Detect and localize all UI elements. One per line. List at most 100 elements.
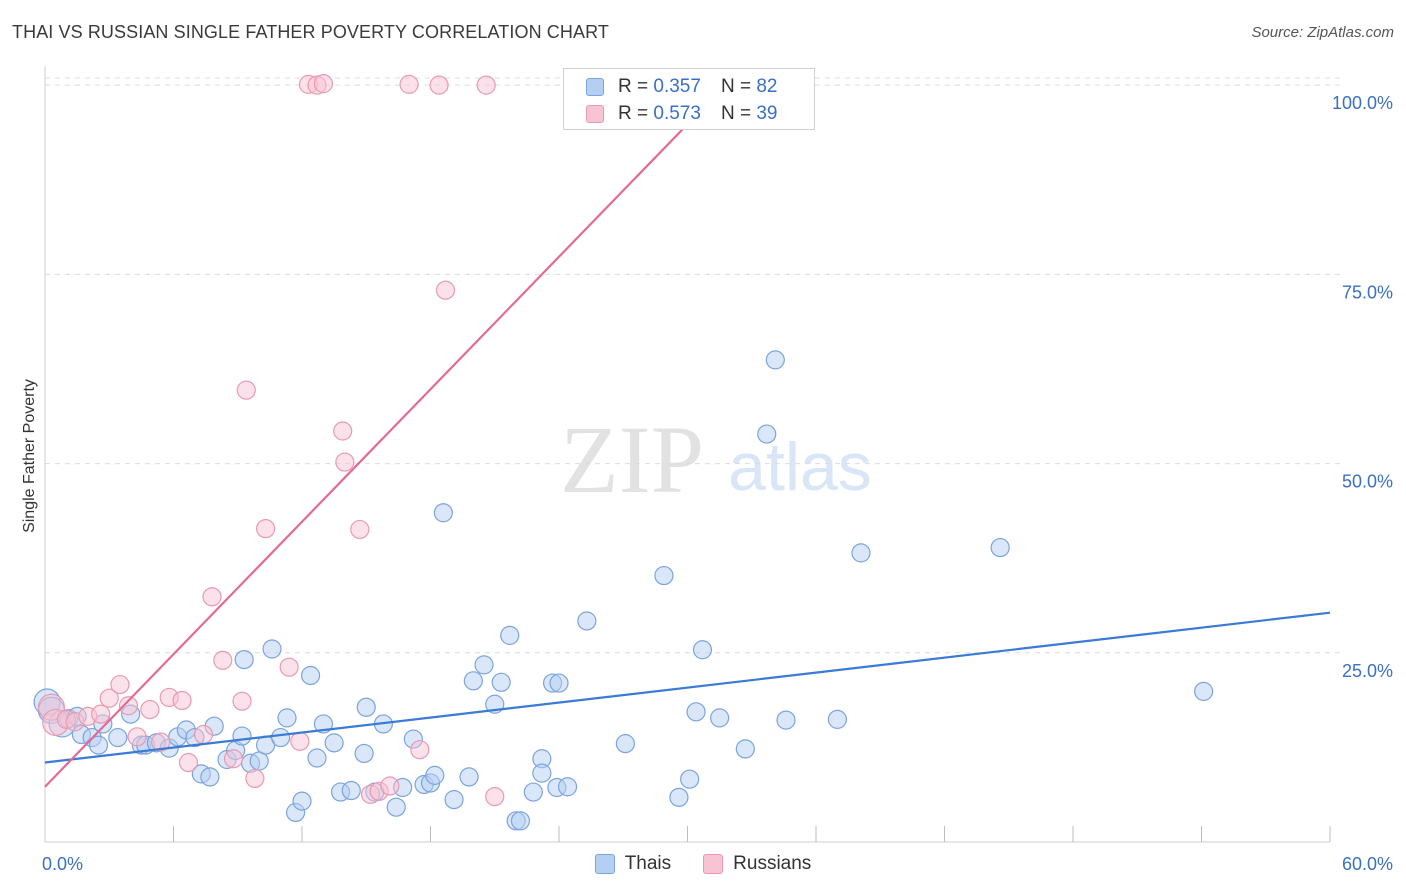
y-tick-label: 75.0% <box>1342 282 1393 302</box>
thais-point <box>386 797 406 817</box>
thais-point <box>757 424 777 444</box>
thais-trend-line <box>44 611 1331 764</box>
stats-row-thais: R = 0.357 N = 82 <box>586 75 777 99</box>
thais-point <box>557 777 578 797</box>
thais-point <box>710 708 730 728</box>
russians-point <box>118 696 139 716</box>
thais-point <box>776 710 796 730</box>
russians-point <box>127 727 147 747</box>
thais-point <box>491 672 511 692</box>
thais-point <box>270 727 291 748</box>
russians-points <box>37 74 505 807</box>
thais-legend-label: Thais <box>624 853 672 874</box>
russians-point <box>236 380 256 400</box>
russians-point <box>255 519 276 539</box>
n-value: 39 <box>756 103 778 124</box>
thais-point <box>356 697 376 717</box>
russians-point <box>213 650 233 670</box>
thais-points <box>33 350 1214 831</box>
legend-item-thais[interactable]: Thais <box>594 853 672 875</box>
thais-point <box>523 782 543 802</box>
thais-point <box>88 735 109 755</box>
thais-point <box>292 791 312 811</box>
russians-point <box>202 587 222 607</box>
thais-point <box>307 748 327 768</box>
tick-labels: 25.0% 50.0% 75.0% 100.0% 0.0% 60.0% <box>42 93 1393 874</box>
thais-point <box>341 780 361 801</box>
y-tick-label: 25.0% <box>1342 661 1393 681</box>
russians-point <box>99 688 119 708</box>
russians-point <box>410 740 430 760</box>
russians-swatch <box>586 105 604 123</box>
russians-point <box>429 75 449 95</box>
thais-point <box>500 625 520 645</box>
thais-point <box>354 743 374 764</box>
thais-point <box>851 543 871 563</box>
thais-point <box>532 763 552 783</box>
russians-point <box>399 74 419 94</box>
russians-point <box>476 75 496 95</box>
thais-point <box>262 639 282 659</box>
watermark-atlas: atlas <box>728 429 872 505</box>
r-label: R = <box>618 103 649 124</box>
thais-point <box>444 790 464 810</box>
y-tick-label: 100.0% <box>1332 93 1393 113</box>
source-credit: Source: ZipAtlas.com <box>1251 24 1394 41</box>
russians-point <box>193 724 214 745</box>
y-tick-label: 50.0% <box>1342 472 1393 492</box>
n-label: N = <box>720 103 752 124</box>
russians-point <box>223 749 244 769</box>
r-value: 0.357 <box>653 76 701 97</box>
russians-point <box>350 519 370 540</box>
x-tick-label-max: 60.0% <box>1342 854 1393 874</box>
thais-point <box>108 727 128 748</box>
thais-point <box>549 673 569 693</box>
thais-point <box>827 709 848 729</box>
thais-point <box>277 708 297 728</box>
thais-point <box>577 611 597 631</box>
n-value: 82 <box>756 76 778 97</box>
russians-point <box>245 768 265 789</box>
thais-point <box>735 739 755 759</box>
thais-point <box>425 765 445 785</box>
n-label: N = <box>720 76 752 97</box>
thais-swatch <box>586 78 604 96</box>
thais-point <box>680 769 700 789</box>
russians-point <box>313 74 334 94</box>
thais-point <box>474 655 494 675</box>
thais-point <box>234 649 254 670</box>
x-tick-label-min: 0.0% <box>42 854 83 874</box>
russians-point <box>279 657 299 677</box>
r-label: R = <box>618 76 649 97</box>
russians-point <box>91 704 111 724</box>
thais-point <box>324 733 344 753</box>
stats-row-russians: R = 0.573 N = 39 <box>586 102 777 126</box>
russians-point <box>140 699 160 720</box>
russians-trend-line <box>44 114 697 788</box>
russians-point <box>435 280 456 300</box>
russians-point <box>290 731 310 751</box>
russians-point <box>232 691 252 711</box>
r-value: 0.573 <box>653 103 701 124</box>
thais-point <box>692 640 713 660</box>
thais-point <box>463 671 483 691</box>
trend-lines <box>44 97 1331 788</box>
thais-point <box>459 767 479 787</box>
stats-legend: R = 0.357 N = 82 R = 0.573 N = 39 <box>563 68 815 130</box>
chart-title: THAI VS RUSSIAN SINGLE FATHER POVERTY CO… <box>12 22 609 42</box>
legend-item-russians[interactable]: Russians <box>703 853 811 875</box>
russians-legend-swatch <box>703 854 724 874</box>
series-legend: Thais Russians <box>0 852 1406 876</box>
russians-point <box>151 732 171 752</box>
watermark-zip: ZIP <box>560 406 704 513</box>
gridlines <box>45 77 1342 654</box>
thais-point <box>686 702 706 722</box>
thais-point <box>300 665 321 686</box>
russians-point <box>110 674 130 695</box>
thais-point <box>990 537 1010 558</box>
thais-point <box>765 350 785 370</box>
thais-point <box>510 811 531 831</box>
watermark: ZIP atlas <box>560 406 872 513</box>
russians-point <box>333 421 353 441</box>
